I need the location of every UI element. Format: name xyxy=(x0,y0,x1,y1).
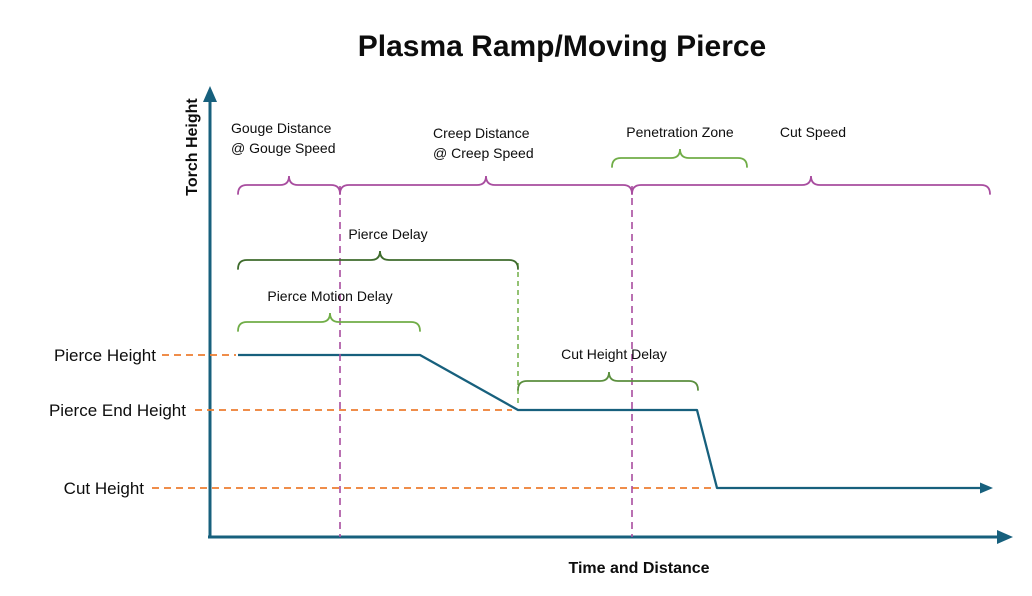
pierce-delay-brace xyxy=(237,250,519,270)
curve-arrow-icon xyxy=(980,482,993,494)
creep-zone-brace xyxy=(339,175,633,195)
y-axis-label: Torch Height xyxy=(184,98,201,196)
pierce-delay-label: Pierce Delay xyxy=(348,226,427,242)
cut-height-label: Cut Height xyxy=(64,479,145,498)
cut-height-delay-label: Cut Height Delay xyxy=(561,346,667,362)
creep-distance-label-line1: Creep Distance xyxy=(433,125,530,141)
axes: Torch Height Time and Distance xyxy=(184,86,1013,577)
pierce-motion-delay-label: Pierce Motion Delay xyxy=(267,288,392,304)
gouge-distance-label-line1: Gouge Distance xyxy=(231,120,332,136)
cut-height-delay-brace xyxy=(517,371,699,391)
torch-height-profile xyxy=(238,353,993,494)
y-axis-arrow-icon xyxy=(203,86,217,102)
height-reference-lines: Pierce Height Pierce End Height Cut Heig… xyxy=(49,346,713,498)
gouge-zone-brace xyxy=(237,175,341,195)
penetration-zone-brace xyxy=(611,148,748,168)
x-axis-arrow-icon xyxy=(997,530,1013,544)
x-axis-label: Time and Distance xyxy=(568,560,709,577)
pierce-height-label: Pierce Height xyxy=(54,346,156,365)
torch-height-curve xyxy=(238,353,982,490)
pierce-end-height-label: Pierce End Height xyxy=(49,401,186,420)
creep-distance-label-line2: @ Creep Speed xyxy=(433,145,534,161)
penetration-zone-label: Penetration Zone xyxy=(626,124,734,140)
cut-speed-label: Cut Speed xyxy=(780,124,846,140)
speed-zone-braces: Gouge Distance @ Gouge Speed Creep Dista… xyxy=(231,120,991,195)
page-title: Plasma Ramp/Moving Pierce xyxy=(358,30,767,63)
pierce-motion-delay-brace xyxy=(237,312,421,332)
gouge-distance-label-line2: @ Gouge Speed xyxy=(231,140,336,156)
delay-braces: Pierce Delay Pierce Motion Delay Cut Hei… xyxy=(237,226,699,391)
cut-speed-brace xyxy=(631,175,991,195)
zone-boundary-lines xyxy=(339,186,633,537)
